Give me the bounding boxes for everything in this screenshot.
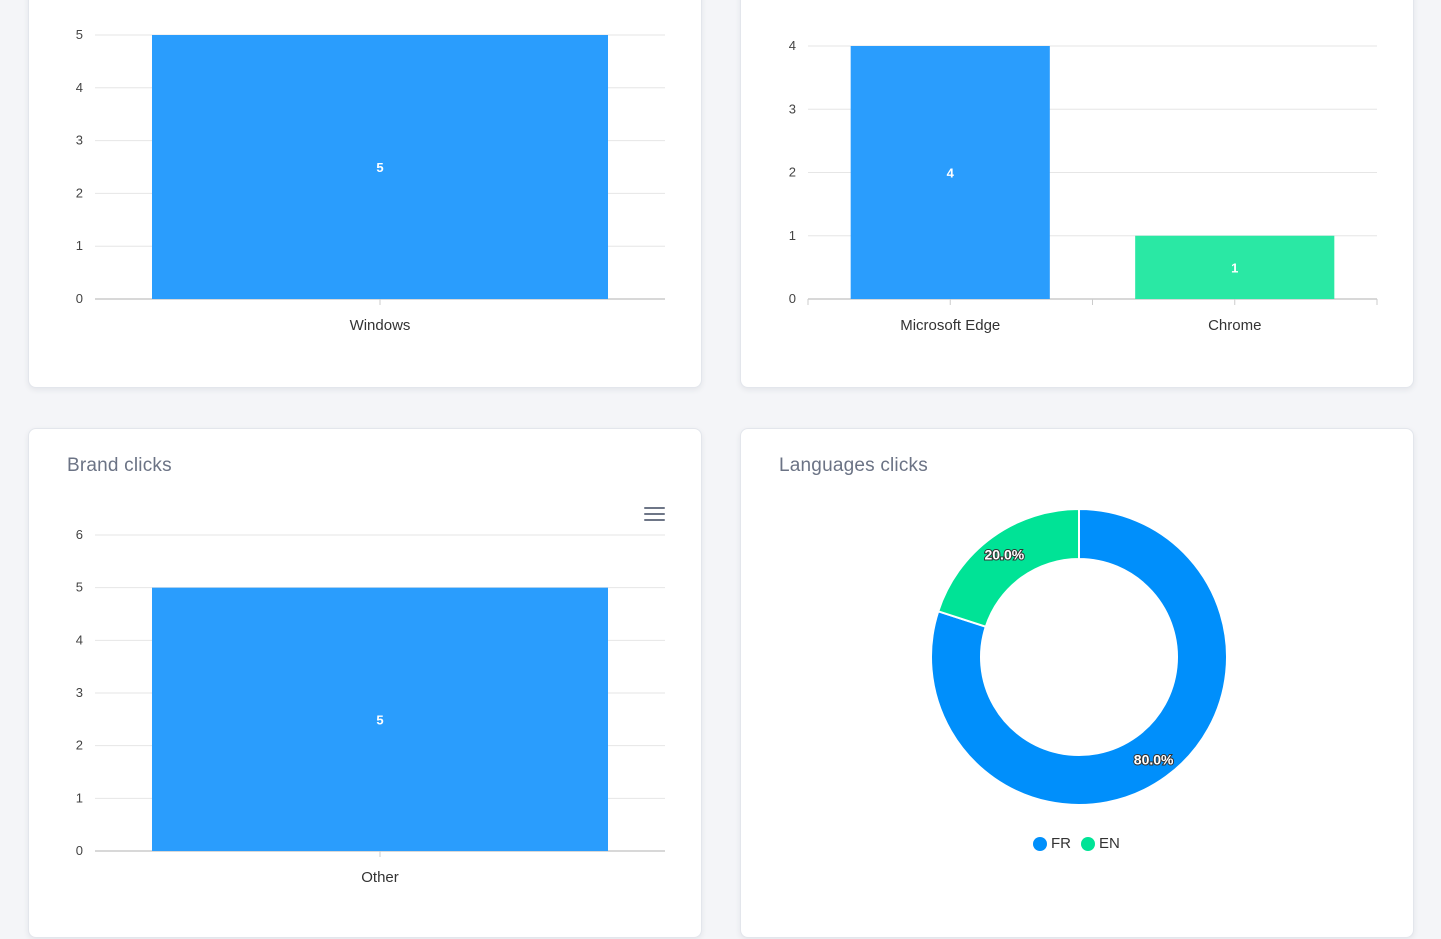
legend-item-fr[interactable]: FR: [1033, 835, 1071, 852]
y-tick-label: 1: [76, 790, 83, 805]
y-tick-label: 4: [789, 38, 796, 53]
y-tick-label: 4: [76, 80, 83, 95]
brand-clicks-title: Brand clicks: [67, 455, 172, 476]
legend-marker-en: [1081, 836, 1095, 851]
bar-chrome: [1135, 235, 1335, 299]
legend-item-en[interactable]: EN: [1081, 835, 1120, 852]
languages-clicks-card: Languages clicks 80.0% 20.0% FR EN: [740, 428, 1414, 938]
y-tick-label: 5: [76, 580, 83, 595]
y-tick-label: 3: [76, 685, 83, 700]
y-tick-label: 2: [76, 185, 83, 200]
x-category-label: Windows: [350, 317, 411, 334]
donut-slice-en: [936, 507, 1080, 628]
bar-data-label: 5: [376, 160, 383, 175]
bar-data-label: 1: [1231, 260, 1238, 275]
y-tick-label: 2: [789, 165, 796, 180]
browser-bar-chart: 0 1 2 3 4 4 Microsoft Edge 1 Chrome: [789, 38, 1378, 334]
y-tick-label: 0: [789, 291, 796, 306]
y-tick-label: 3: [76, 133, 83, 148]
y-tick-label: 2: [76, 738, 83, 753]
browser-clicks-card: 0 1 2 3 4 4 Microsoft Edge 1 Chrome: [740, 0, 1414, 388]
legend-label-en: EN: [1099, 835, 1120, 852]
legend-marker-fr: [1033, 836, 1047, 851]
y-tick-label: 1: [76, 238, 83, 253]
y-tick-label: 0: [76, 291, 83, 306]
y-tick-label: 3: [789, 101, 796, 116]
languages-clicks-title: Languages clicks: [779, 455, 928, 476]
bar-windows: [152, 35, 608, 299]
bar-other: [152, 587, 608, 851]
y-tick-label: 1: [789, 228, 796, 243]
bar-data-label: 4: [947, 166, 955, 181]
legend-label-fr: FR: [1051, 835, 1071, 852]
x-category-label: Microsoft Edge: [900, 317, 1000, 334]
donut-slice-fr: [930, 507, 1228, 806]
y-tick-label: 6: [76, 527, 83, 542]
languages-legend: FR EN: [1033, 835, 1120, 852]
bar-data-label: 5: [376, 712, 383, 727]
languages-donut-chart: 80.0% 20.0%: [930, 507, 1228, 806]
y-tick-label: 4: [76, 632, 83, 647]
x-category-label: Chrome: [1208, 317, 1261, 334]
os-clicks-card: 0 1 2 3 4 5 5 Windows: [28, 0, 702, 388]
bar-microsoft-edge: [850, 46, 1050, 299]
x-category-label: Other: [361, 869, 399, 886]
os-bar-chart: 0 1 2 3 4 5 5 Windows: [76, 27, 665, 334]
brand-bar-chart: 0 1 2 3 4 5 6 5 Other: [76, 527, 665, 886]
donut-data-label: 20.0%: [984, 546, 1024, 562]
y-tick-label: 5: [76, 27, 83, 42]
brand-clicks-card: Brand clicks 0 1 2 3 4 5 6 5 Other: [28, 428, 702, 938]
hamburger-menu-icon[interactable]: [644, 507, 665, 523]
donut-data-label: 80.0%: [1134, 752, 1174, 768]
y-tick-label: 0: [76, 843, 83, 858]
